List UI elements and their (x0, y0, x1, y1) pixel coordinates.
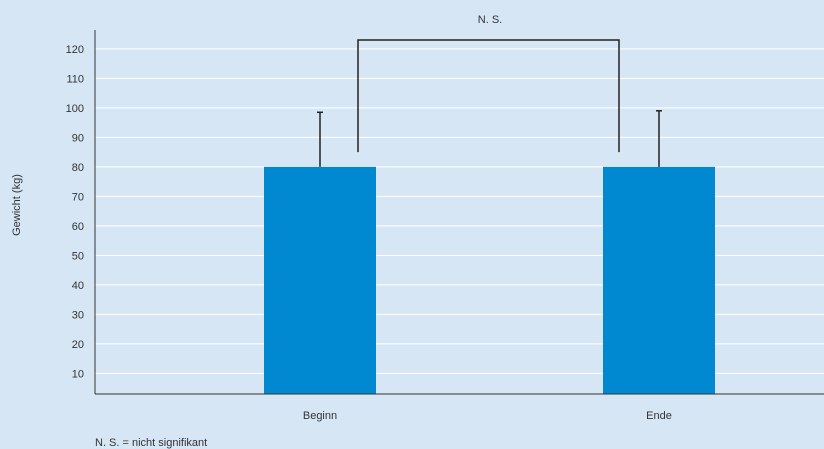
y-tick-label-120: 120 (66, 44, 84, 56)
footnote: N. S. = nicht signifikant (95, 437, 207, 449)
grid-lines (95, 48, 824, 374)
y-tick-label-100: 100 (66, 103, 84, 115)
bar-ende (603, 166, 715, 394)
bars (264, 166, 715, 394)
y-axis-label: Gewicht (kg) (11, 174, 23, 236)
significance-bracket-line (357, 39, 620, 153)
y-tick-label-20: 20 (72, 339, 84, 351)
y-tick-label-80: 80 (72, 162, 84, 174)
x-tick-labels: Beginn Ende (303, 410, 672, 422)
y-tick-label-70: 70 (72, 191, 84, 203)
y-tick-labels: 10 20 30 40 50 60 70 80 90 100 110 120 (66, 44, 84, 381)
y-tick-label-60: 60 (72, 221, 84, 233)
y-tick-label-30: 30 (72, 309, 84, 321)
significance-label: N. S. (478, 14, 502, 26)
x-tick-label-beginn: Beginn (303, 410, 337, 422)
y-tick-label-110: 110 (66, 73, 84, 85)
y-tick-label-90: 90 (72, 132, 84, 144)
y-tick-label-50: 50 (72, 250, 84, 262)
x-tick-label-ende: Ende (646, 410, 672, 422)
y-tick-label-40: 40 (72, 280, 84, 292)
y-tick-label-10: 10 (72, 368, 84, 380)
significance-bracket (357, 39, 620, 153)
error-bars (317, 110, 662, 167)
bar-beginn (264, 166, 376, 394)
